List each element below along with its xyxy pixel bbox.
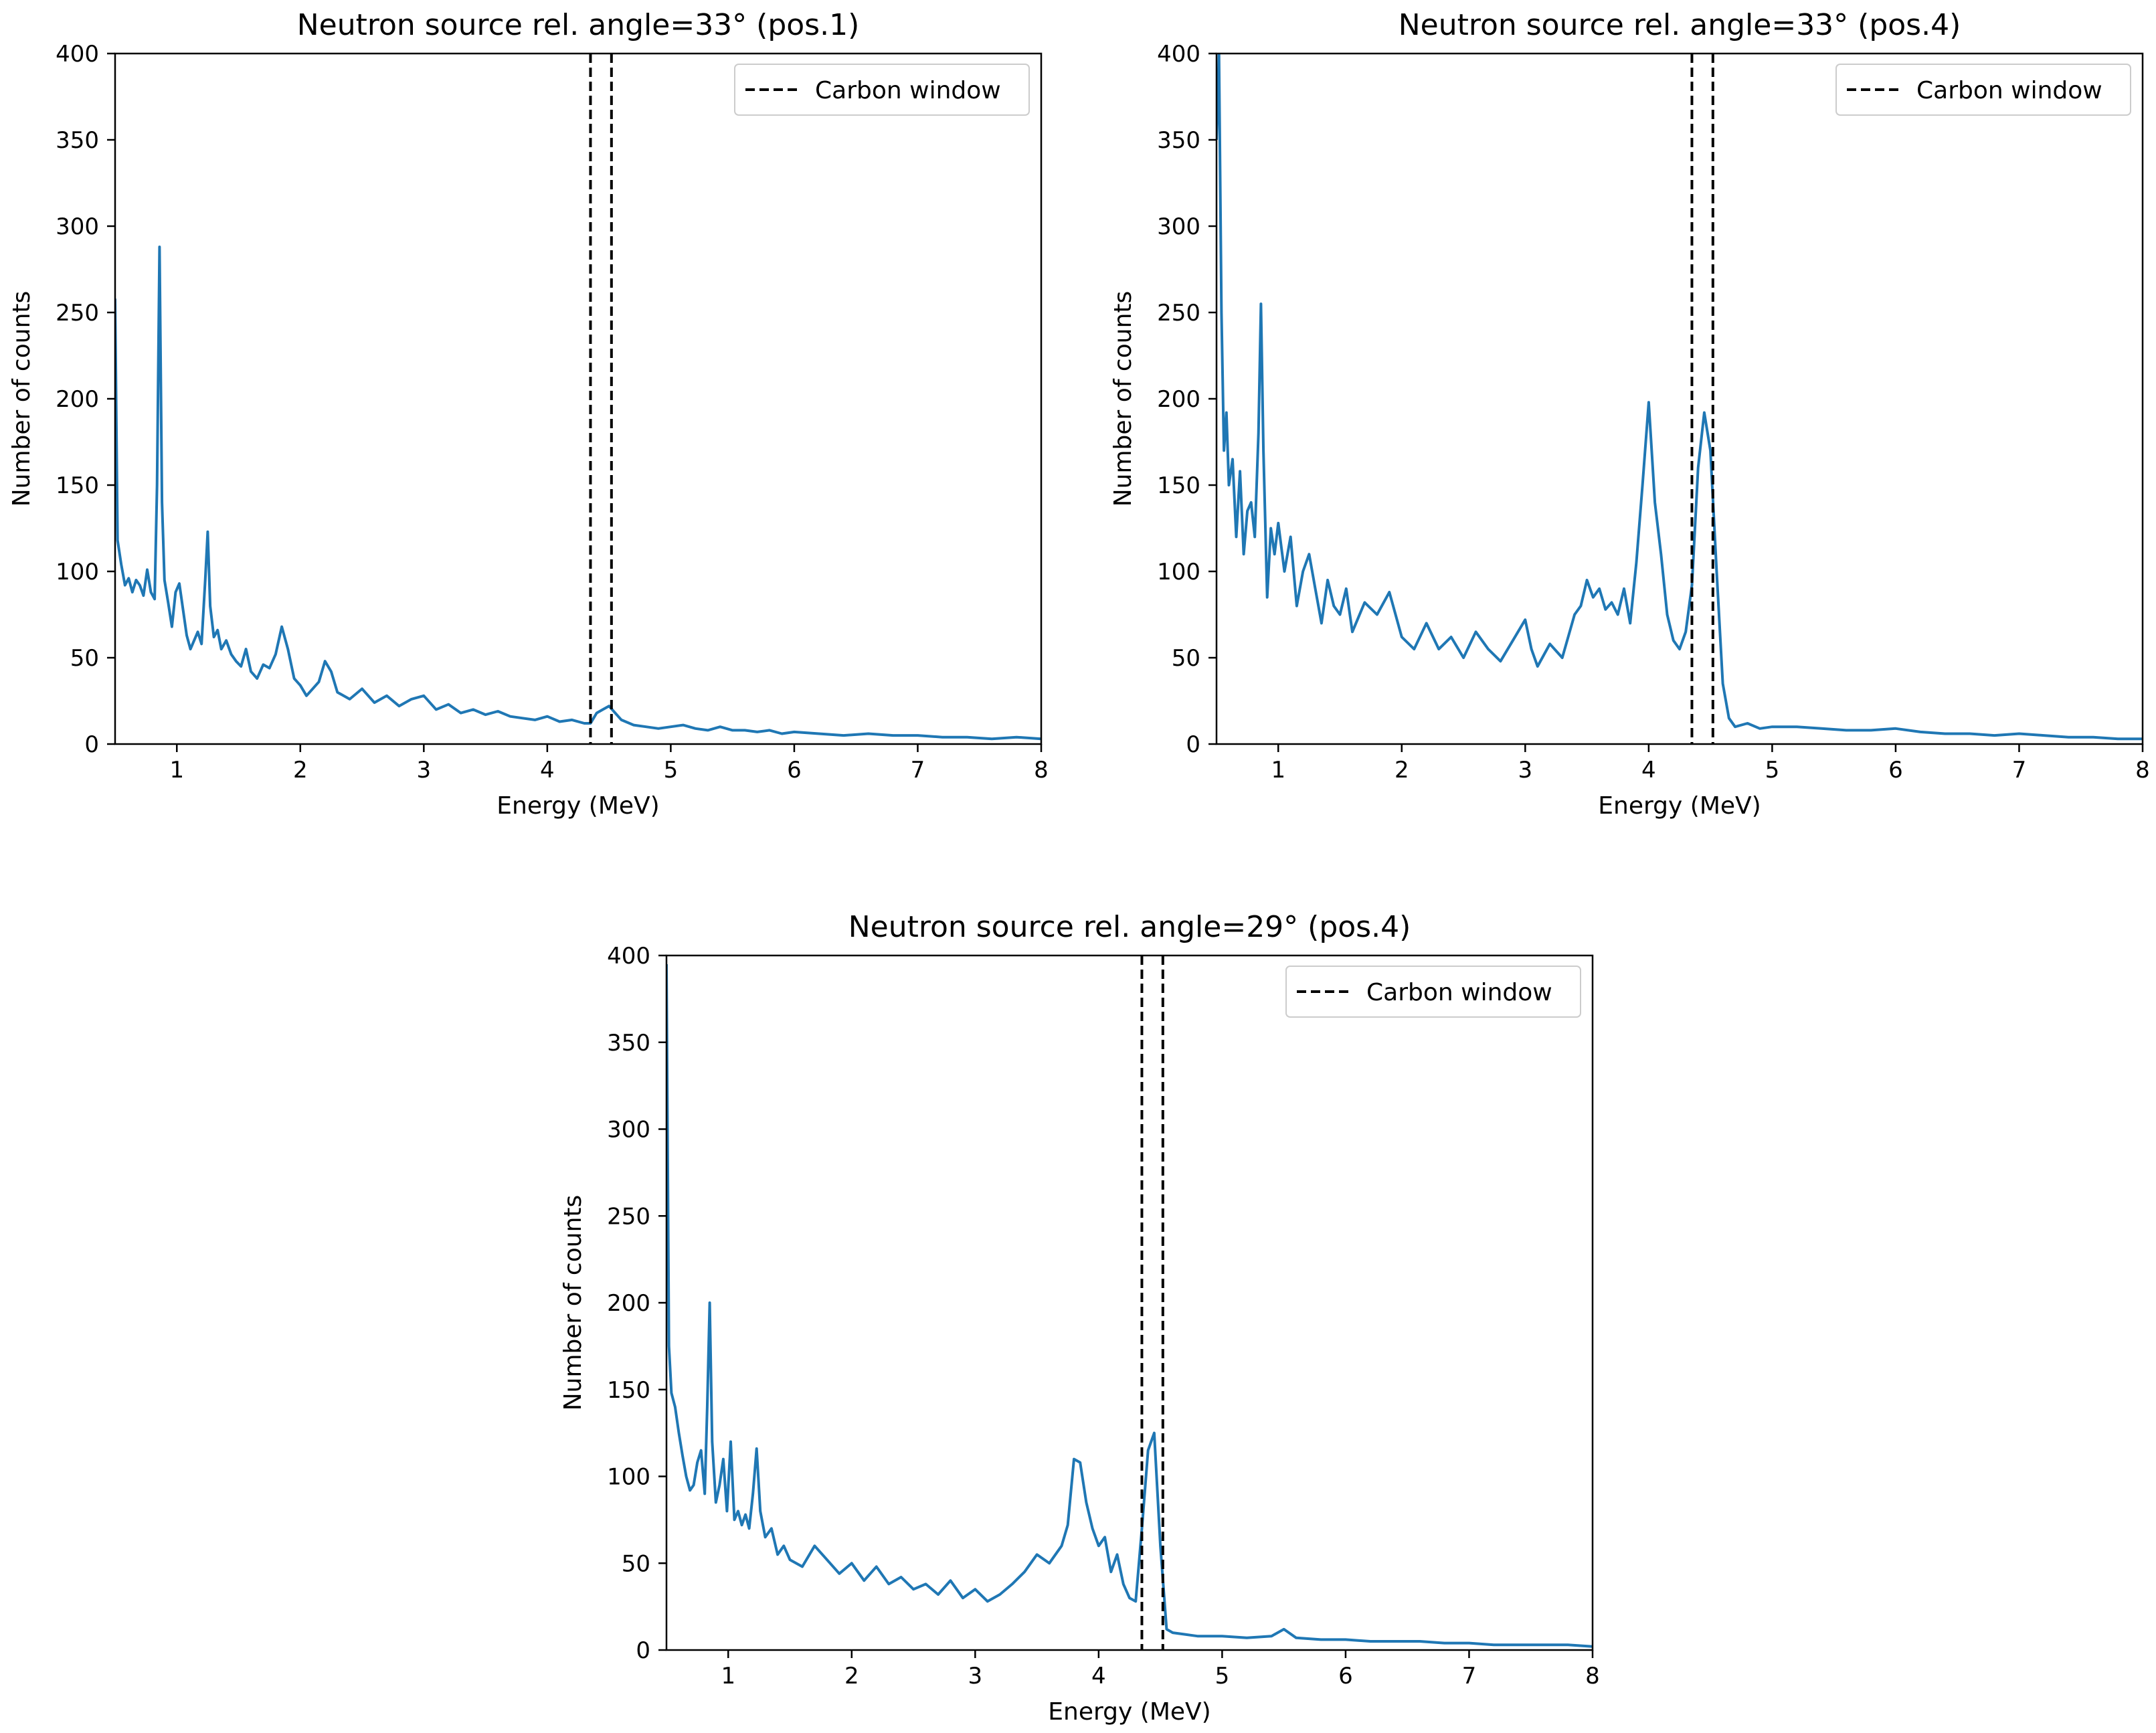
spectrum-line	[1217, 54, 2143, 741]
x-tick-label: 6	[787, 757, 802, 784]
y-tick-label: 100	[56, 559, 99, 585]
y-tick-label: 150	[607, 1377, 650, 1404]
chart-title: Neutron source rel. angle=33° (pos.1)	[297, 8, 860, 42]
y-tick-label: 350	[56, 127, 99, 154]
y-tick-label: 50	[70, 645, 99, 672]
x-tick-label: 7	[911, 757, 925, 784]
y-tick-label: 0	[1186, 731, 1200, 758]
legend-box	[1835, 64, 2131, 116]
spectrum-line	[115, 246, 1041, 741]
y-tick-label: 200	[1157, 386, 1200, 413]
x-tick-label: 2	[844, 1663, 859, 1690]
legend-label: Carbon window	[815, 77, 1001, 104]
y-axis-label: Number of counts	[1109, 291, 1137, 507]
y-tick-label: 150	[56, 472, 99, 499]
y-tick-label: 100	[1157, 559, 1200, 585]
x-tick-label: 1	[1271, 757, 1285, 784]
x-tick-label: 3	[417, 757, 432, 784]
y-tick-label: 300	[56, 213, 99, 240]
x-tick-label: 3	[968, 1663, 983, 1690]
legend-label: Carbon window	[1916, 77, 2102, 104]
x-tick-label: 4	[540, 757, 555, 784]
x-tick-label: 6	[1338, 1663, 1353, 1690]
legend-label: Carbon window	[1366, 979, 1552, 1006]
legend: Carbon window	[734, 64, 1030, 116]
x-tick-label: 5	[1765, 757, 1780, 784]
x-axis-label: Energy (MeV)	[497, 792, 659, 820]
y-tick-label: 250	[56, 300, 99, 327]
x-tick-label: 8	[1585, 1663, 1600, 1690]
chart-2: Neutron source rel. angle=33° (pos.4) 1 2 3…	[1109, 8, 2150, 820]
y-tick-label: 0	[84, 731, 99, 758]
x-axis-label: Energy (MeV)	[1048, 1698, 1210, 1726]
x-tick-label: 2	[1395, 757, 1409, 784]
y-tick-label: 200	[607, 1290, 650, 1317]
y-tick-label: 50	[1172, 645, 1200, 672]
x-tick-label: 8	[2135, 757, 2150, 784]
x-tick-label: 6	[1888, 757, 1903, 784]
y-tick-label: 400	[607, 943, 650, 970]
legend: Carbon window	[1835, 64, 2131, 116]
x-tick-label: 5	[1215, 1663, 1230, 1690]
x-tick-label: 5	[664, 757, 679, 784]
y-axis-label: Number of counts	[8, 291, 35, 507]
y-tick-label: 400	[1157, 41, 1200, 68]
chart-title: Neutron source rel. angle=29° (pos.4)	[848, 910, 1411, 944]
legend: Carbon window	[1285, 966, 1581, 1018]
y-tick-label: 50	[622, 1550, 650, 1577]
y-tick-label: 400	[56, 41, 99, 68]
x-tick-label: 1	[721, 1663, 735, 1690]
x-tick-label: 7	[1462, 1663, 1477, 1690]
y-tick-label: 250	[1157, 300, 1200, 327]
y-tick-label: 150	[1157, 472, 1200, 499]
y-tick-label: 300	[1157, 213, 1200, 240]
y-tick-label: 0	[636, 1637, 650, 1664]
chart-1: Neutron source rel. angle=33° (pos.1) 1 2 3…	[8, 8, 1049, 820]
x-tick-label: 4	[1091, 1663, 1106, 1690]
y-tick-label: 100	[607, 1464, 650, 1491]
y-tick-label: 350	[1157, 127, 1200, 154]
x-tick-label: 2	[293, 757, 308, 784]
y-tick-label: 350	[607, 1030, 650, 1057]
x-axis-label: Energy (MeV)	[1598, 792, 1761, 820]
x-tick-label: 4	[1641, 757, 1656, 784]
x-tick-label: 1	[169, 757, 184, 784]
y-axis-label: Number of counts	[559, 1195, 587, 1411]
chart-title: Neutron source rel. angle=33° (pos.4)	[1399, 8, 1961, 42]
spectrum-line	[666, 964, 1593, 1648]
x-tick-label: 7	[2012, 757, 2027, 784]
legend-box	[1285, 966, 1581, 1018]
y-tick-label: 200	[56, 386, 99, 413]
y-tick-label: 250	[607, 1203, 650, 1230]
x-tick-label: 8	[1034, 757, 1049, 784]
legend-box	[734, 64, 1030, 116]
y-tick-label: 300	[607, 1117, 650, 1144]
chart-3: Neutron source rel. angle=29° (pos.4) 1 2 3…	[559, 910, 1600, 1726]
x-tick-label: 3	[1518, 757, 1533, 784]
